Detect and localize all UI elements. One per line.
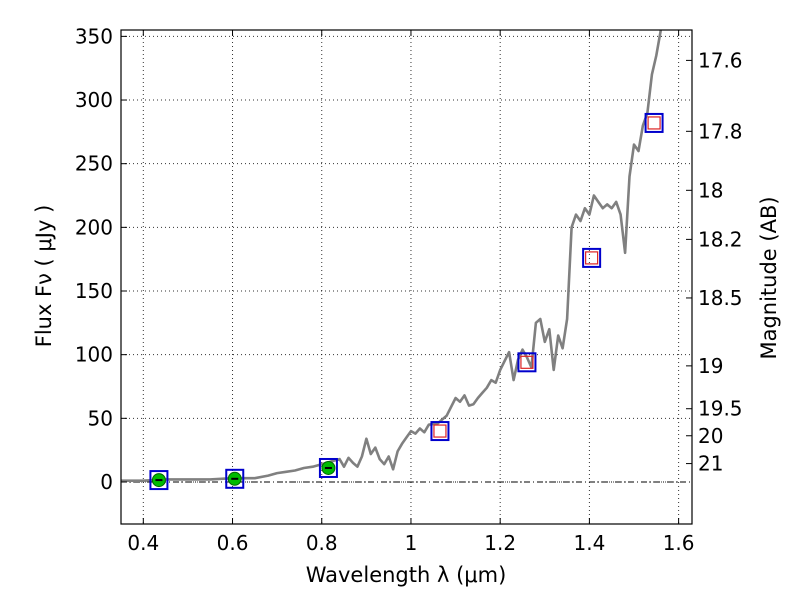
- mag-tick-label: 19: [698, 354, 723, 378]
- spectrum-line: [121, 30, 663, 482]
- mag-tick-label: 18.2: [698, 227, 743, 251]
- plot-frame: [120, 29, 693, 525]
- ticks-layer: 0.4 0.6 0.8 1 1.2 1.4 1.6 0 50 100 150 200 250 300 350…: [75, 24, 743, 555]
- model-photometry-point: [149, 470, 169, 491]
- model-photometry-point: [517, 352, 537, 373]
- model-photometry-point: [644, 112, 664, 133]
- model-photometry-point: [318, 457, 338, 478]
- x-tick-label: 1.2: [484, 531, 516, 555]
- mag-tick-label: 19.5: [698, 397, 743, 421]
- x-tick-label: 0.6: [217, 531, 249, 555]
- y-tick-label: 200: [75, 215, 113, 239]
- model-photometry-point: [582, 247, 602, 268]
- mag-tick-label: 18.5: [698, 286, 743, 310]
- predicted-photometry-point: [520, 355, 534, 369]
- x-tick-label: 0.8: [306, 531, 338, 555]
- points-layer: [149, 112, 664, 491]
- predicted-photometry-point: [585, 251, 599, 265]
- y-tick-label: 250: [75, 152, 113, 176]
- predicted-photometry-point: [647, 116, 661, 130]
- y-axis-label: Flux Fν ( μJy ): [32, 205, 56, 348]
- model-photometry-point: [430, 421, 450, 442]
- x-tick-label: 0.4: [127, 531, 159, 555]
- predicted-photometry-point: [433, 424, 447, 438]
- series-layer: [121, 30, 663, 482]
- grid-layer: [121, 30, 692, 524]
- y-tick-label: 50: [88, 406, 113, 430]
- mag-tick-label: 18: [698, 178, 723, 202]
- model-photometry-point: [225, 468, 245, 489]
- y-tick-label: 0: [100, 470, 113, 494]
- x-tick-label: 1.4: [573, 531, 605, 555]
- x-axis-label: Wavelength λ (μm): [306, 563, 507, 587]
- right-axis-label: Magnitude (AB): [757, 196, 781, 359]
- mag-tick-label: 21: [698, 452, 723, 476]
- y-tick-label: 300: [75, 88, 113, 112]
- x-tick-label: 1.6: [663, 531, 695, 555]
- y-tick-label: 150: [75, 279, 113, 303]
- y-tick-label: 350: [75, 24, 113, 48]
- mag-tick-label: 17.6: [698, 48, 743, 72]
- x-tick-label: 1: [405, 531, 418, 555]
- mag-tick-label: 20: [698, 424, 723, 448]
- y-tick-label: 100: [75, 343, 113, 367]
- mag-tick-label: 17.8: [698, 119, 743, 143]
